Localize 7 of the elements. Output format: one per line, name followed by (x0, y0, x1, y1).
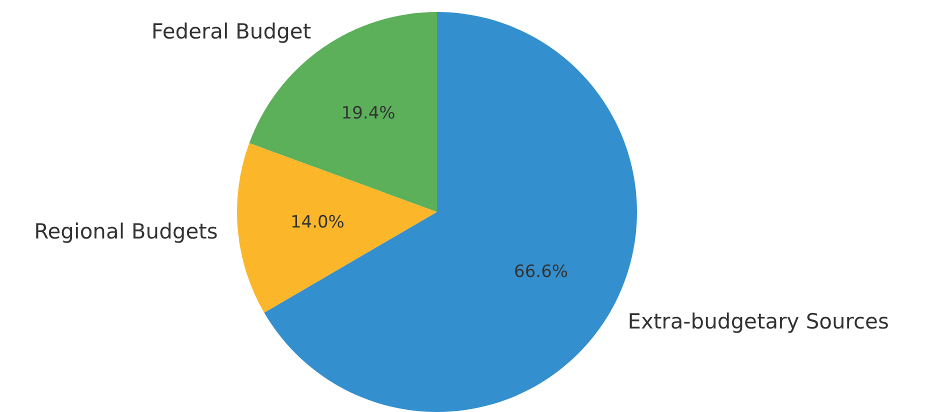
data-label: 14.0% (290, 212, 344, 233)
slice-label: Federal Budget (151, 20, 312, 44)
slice-label: Regional Budgets (34, 219, 218, 244)
data-label: 19.4% (341, 104, 396, 124)
pie-slice (237, 143, 437, 313)
slice-label: Extra-budgetary Sources (628, 310, 889, 334)
data-label: 66.6% (514, 262, 568, 282)
